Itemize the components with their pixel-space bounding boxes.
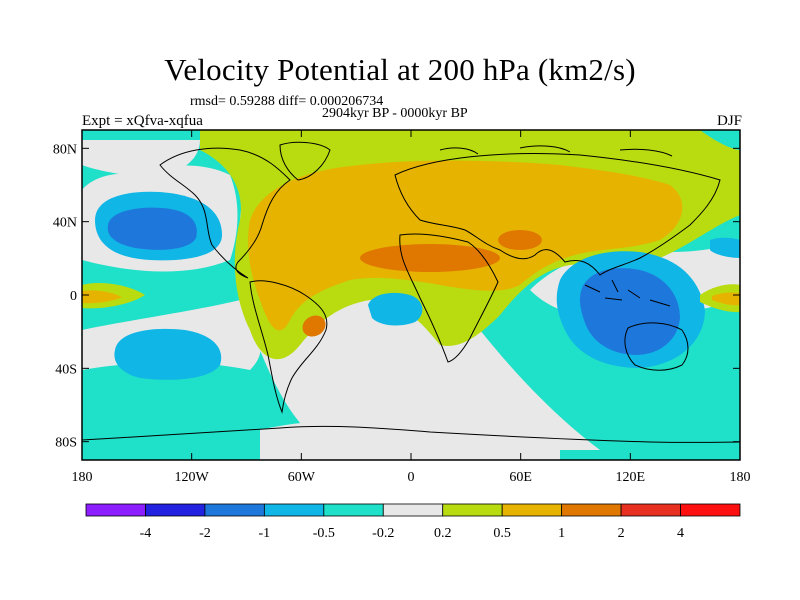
coast-australia xyxy=(624,322,689,371)
field-positive-gold xyxy=(248,160,683,331)
colorbar-label: -1 xyxy=(259,526,271,541)
colorbar-label: 4 xyxy=(677,526,684,541)
field-neg-south-atlantic xyxy=(368,292,423,326)
colorbar-swatch xyxy=(382,503,444,517)
field-neg-core-north-pacific xyxy=(107,207,197,250)
coast-eurasia xyxy=(394,153,721,276)
x-tick-label: 180 xyxy=(72,470,93,485)
experiment-label: Expt = xQfva-xqfua xyxy=(82,113,203,129)
colorbar-label: -0.5 xyxy=(313,526,335,541)
x-tick-label: 0 xyxy=(408,470,415,485)
field-neg-south-pacific xyxy=(114,328,222,380)
field-max-south-america xyxy=(302,315,326,337)
field-neg-core-maritime xyxy=(579,268,680,355)
colorbar-label: 0.2 xyxy=(434,526,452,541)
coast-north-america xyxy=(159,147,291,279)
coast-south-america xyxy=(249,280,328,414)
y-tick-label: 80S xyxy=(55,436,77,451)
colorbar-swatch xyxy=(561,503,622,517)
y-tick-label: 40S xyxy=(55,362,77,377)
colorbar-swatch xyxy=(501,503,563,517)
season-label: DJF xyxy=(716,113,742,129)
y-tick-label: 0 xyxy=(70,289,77,304)
coast-antarctica xyxy=(82,425,740,443)
x-axis: 180 120W 60W 0 60E 120E 180 xyxy=(72,130,751,485)
colorbar-swatch xyxy=(85,503,146,517)
colorbar-label: -4 xyxy=(140,526,152,541)
field-neg-east-pacific xyxy=(710,237,740,258)
field-max-middle-east xyxy=(360,244,500,272)
y-tick-label: 80N xyxy=(53,142,77,157)
colorbar-swatch xyxy=(442,503,503,517)
colorbar-swatch xyxy=(620,503,681,517)
colorbar: -4 -2 -1 -0.5 -0.2 0.2 0.5 1 2 4 xyxy=(85,503,741,541)
chart-title: Velocity Potential at 200 hPa (km2/s) xyxy=(164,52,636,87)
y-axis: 80N 40N 0 40S 80S xyxy=(53,142,740,451)
field-max-arabia xyxy=(498,230,542,250)
x-tick-label: 180 xyxy=(730,470,751,485)
x-tick-label: 120W xyxy=(175,470,210,485)
colorbar-swatch xyxy=(263,503,325,517)
colorbar-label: 2 xyxy=(618,526,625,541)
colorbar-label: 0.5 xyxy=(493,526,511,541)
stats-text: rmsd= 0.59288 diff= 0.000206734 xyxy=(190,94,384,109)
colorbar-label: -2 xyxy=(199,526,211,541)
x-tick-label: 120E xyxy=(616,470,646,485)
colorbar-swatch xyxy=(204,503,265,517)
coast-africa xyxy=(399,233,499,363)
map-field xyxy=(82,130,740,460)
coastlines xyxy=(82,141,740,443)
field-near-zero-arctic xyxy=(82,140,200,178)
y-tick-label: 40N xyxy=(53,216,77,231)
field-pos-dateline-w-core xyxy=(82,290,122,304)
period-text: 2904kyr BP - 0000kyr BP xyxy=(322,106,468,121)
colorbar-swatch xyxy=(323,503,384,517)
colorbar-label: -0.2 xyxy=(372,526,394,541)
coast-greenland xyxy=(279,141,331,181)
colorbar-label: 1 xyxy=(558,526,565,541)
field-near-zero-south xyxy=(260,419,560,460)
x-tick-label: 60E xyxy=(509,470,532,485)
coast-maritime-islands xyxy=(584,279,671,307)
field-pos-dateline-e-core xyxy=(712,292,740,306)
colorbar-swatch xyxy=(145,503,206,517)
x-tick-label: 60W xyxy=(288,470,316,485)
colorbar-swatch xyxy=(680,503,741,517)
coast-arctic-islands xyxy=(439,145,673,157)
